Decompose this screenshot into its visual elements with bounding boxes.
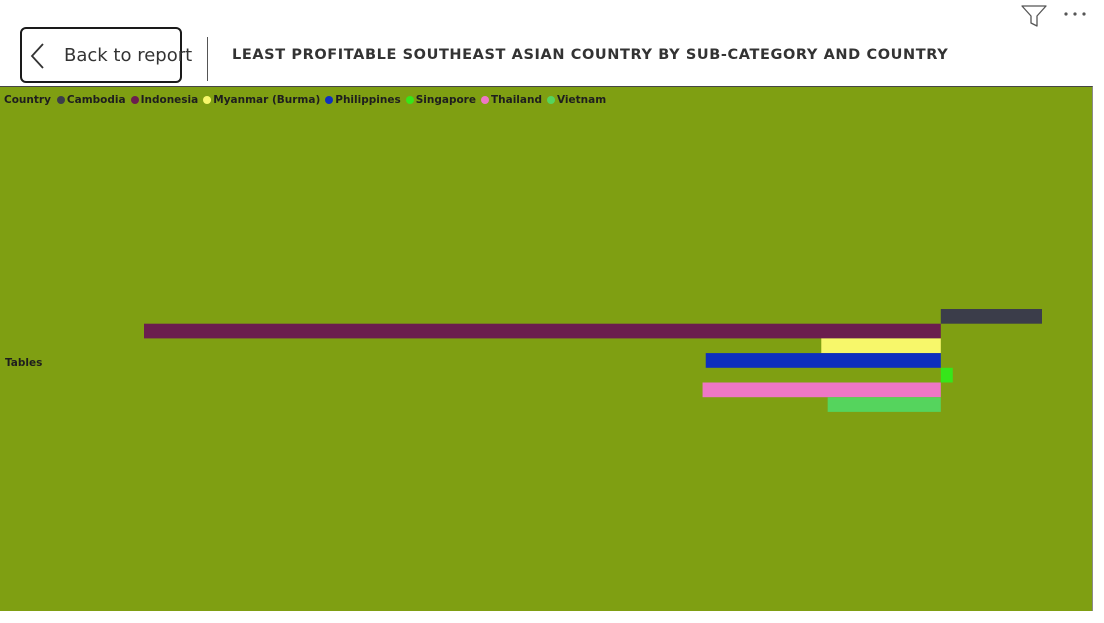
chart-plot-area: Country Cambodia Indonesia Myanmar (Burma)… (0, 86, 1093, 611)
legend-marker (203, 96, 212, 104)
bar-indonesia[interactable] (144, 323, 941, 339)
legend-marker (405, 96, 414, 104)
page-title: LEAST PROFITABLE SOUTHEAST ASIAN COUNTRY… (232, 47, 949, 63)
legend-title: Country (4, 94, 51, 106)
legend-label: Vietnam (556, 94, 607, 106)
filter-icon[interactable] (1021, 5, 1047, 27)
legend-label: Thailand (490, 94, 542, 106)
bar-myanmar-burma[interactable] (821, 338, 941, 354)
report-header: Back to report LEAST PROFITABLE SOUTHEAS… (0, 0, 1104, 86)
header-divider (207, 37, 208, 81)
legend-marker (480, 96, 489, 104)
legend-item-myanmar-burma[interactable]: Myanmar (Burma) (203, 94, 320, 106)
legend-label: Cambodia (66, 94, 126, 106)
more-options-icon[interactable] (1062, 7, 1088, 21)
bar-philippines[interactable] (705, 353, 941, 368)
legend-marker (130, 96, 139, 104)
legend-label: Singapore (415, 94, 476, 106)
bar-chart (144, 309, 1042, 412)
bar-vietnam[interactable] (827, 397, 941, 412)
legend-item-thailand[interactable]: Thailand (480, 94, 542, 106)
back-to-report-button[interactable]: Back to report (20, 27, 192, 83)
bar-cambodia[interactable] (940, 309, 1042, 324)
legend-item-vietnam[interactable]: Vietnam (546, 94, 607, 106)
category-label-tables: Tables (5, 357, 43, 369)
back-button-label: Back to report (64, 45, 193, 66)
bar-thailand[interactable] (702, 382, 941, 398)
bar-singapore[interactable] (940, 367, 953, 383)
legend-item-cambodia[interactable]: Cambodia (56, 94, 126, 106)
legend-label: Indonesia (140, 94, 199, 106)
legend-marker (325, 96, 334, 104)
legend-item-singapore[interactable]: Singapore (405, 94, 476, 106)
legend-marker (56, 96, 65, 104)
legend-label: Myanmar (Burma) (213, 94, 321, 106)
chart-legend: Country Cambodia Indonesia Myanmar (Burma)… (4, 94, 611, 106)
legend-item-philippines[interactable]: Philippines (325, 94, 401, 106)
bottom-strip (0, 611, 1104, 623)
chevron-left-icon (30, 43, 44, 69)
legend-item-indonesia[interactable]: Indonesia (130, 94, 199, 106)
legend-label: Philippines (335, 94, 401, 106)
legend-marker (546, 96, 555, 104)
